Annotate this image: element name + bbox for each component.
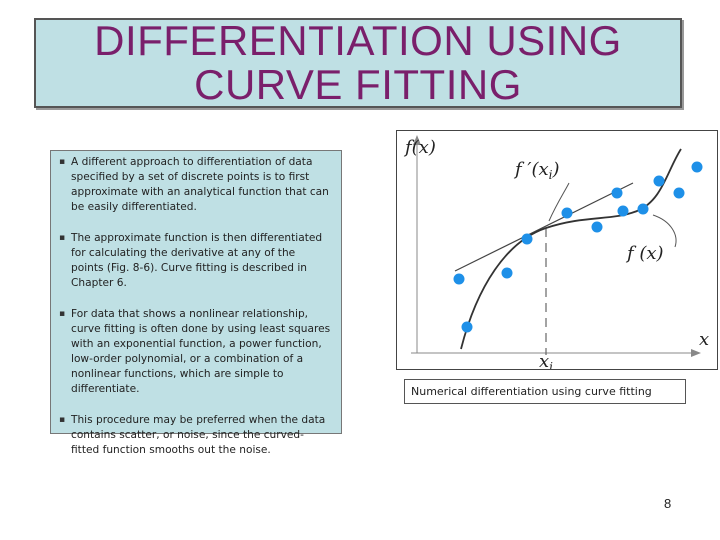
bullet-item: ▪ This procedure may be preferred when t… <box>57 413 331 458</box>
slide-title-line-2: CURVE FITTING <box>194 61 522 108</box>
data-points <box>453 161 703 333</box>
bullet-text: The approximate function is then differe… <box>71 232 323 289</box>
xi-label: xi <box>539 351 553 369</box>
x-axis-label: x <box>699 329 709 350</box>
curve-label: f (x) <box>625 243 664 264</box>
data-point <box>653 175 665 187</box>
bullet-marker-icon: ▪ <box>59 415 66 425</box>
bullet-marker-icon: ▪ <box>59 157 66 167</box>
data-point <box>461 321 473 333</box>
fitted-curve <box>460 148 682 350</box>
data-point <box>453 273 465 285</box>
data-point <box>691 161 703 173</box>
bullet-item: ▪ The approximate function is then diffe… <box>57 231 331 291</box>
bullet-list: ▪ A different approach to differentiatio… <box>50 150 342 456</box>
bullet-text: A different approach to differentiation … <box>71 156 329 213</box>
page-number: 8 <box>664 496 672 511</box>
x-axis-arrow-icon <box>691 349 701 357</box>
tangent-leader-line <box>548 182 570 222</box>
curve-leader-line <box>652 214 677 248</box>
slide-title-line-1: DIFFERENTIATION USING <box>94 17 622 64</box>
bullet-marker-icon: ▪ <box>59 309 66 319</box>
y-axis-arrow-icon <box>413 135 421 145</box>
data-point <box>501 267 513 279</box>
bullet-marker-icon: ▪ <box>59 233 66 243</box>
curve-fitting-figure: f(x) x xi f ′(xi) f (x) <box>396 130 718 370</box>
tangent-line <box>454 182 634 272</box>
data-point <box>673 187 685 199</box>
data-point <box>637 203 649 215</box>
slide-title-box: DIFFERENTIATION USING CURVE FITTING <box>34 18 682 108</box>
data-point <box>591 221 603 233</box>
bullet-text: For data that shows a nonlinear relation… <box>71 308 331 395</box>
tangent-label: f ′(xi) <box>513 159 560 182</box>
bullet-item: ▪ For data that shows a nonlinear relati… <box>57 307 331 397</box>
data-point <box>611 187 623 199</box>
figure-svg: f(x) x xi f ′(xi) f (x) <box>403 135 709 369</box>
data-point <box>561 207 573 219</box>
figure-caption: Numerical differentiation using curve fi… <box>404 379 686 404</box>
y-axis-label: f(x) <box>403 137 436 158</box>
bullet-item: ▪ A different approach to differentiatio… <box>57 155 331 215</box>
bullet-text: This procedure may be preferred when the… <box>71 414 326 456</box>
data-point <box>521 233 533 245</box>
data-point <box>617 205 629 217</box>
